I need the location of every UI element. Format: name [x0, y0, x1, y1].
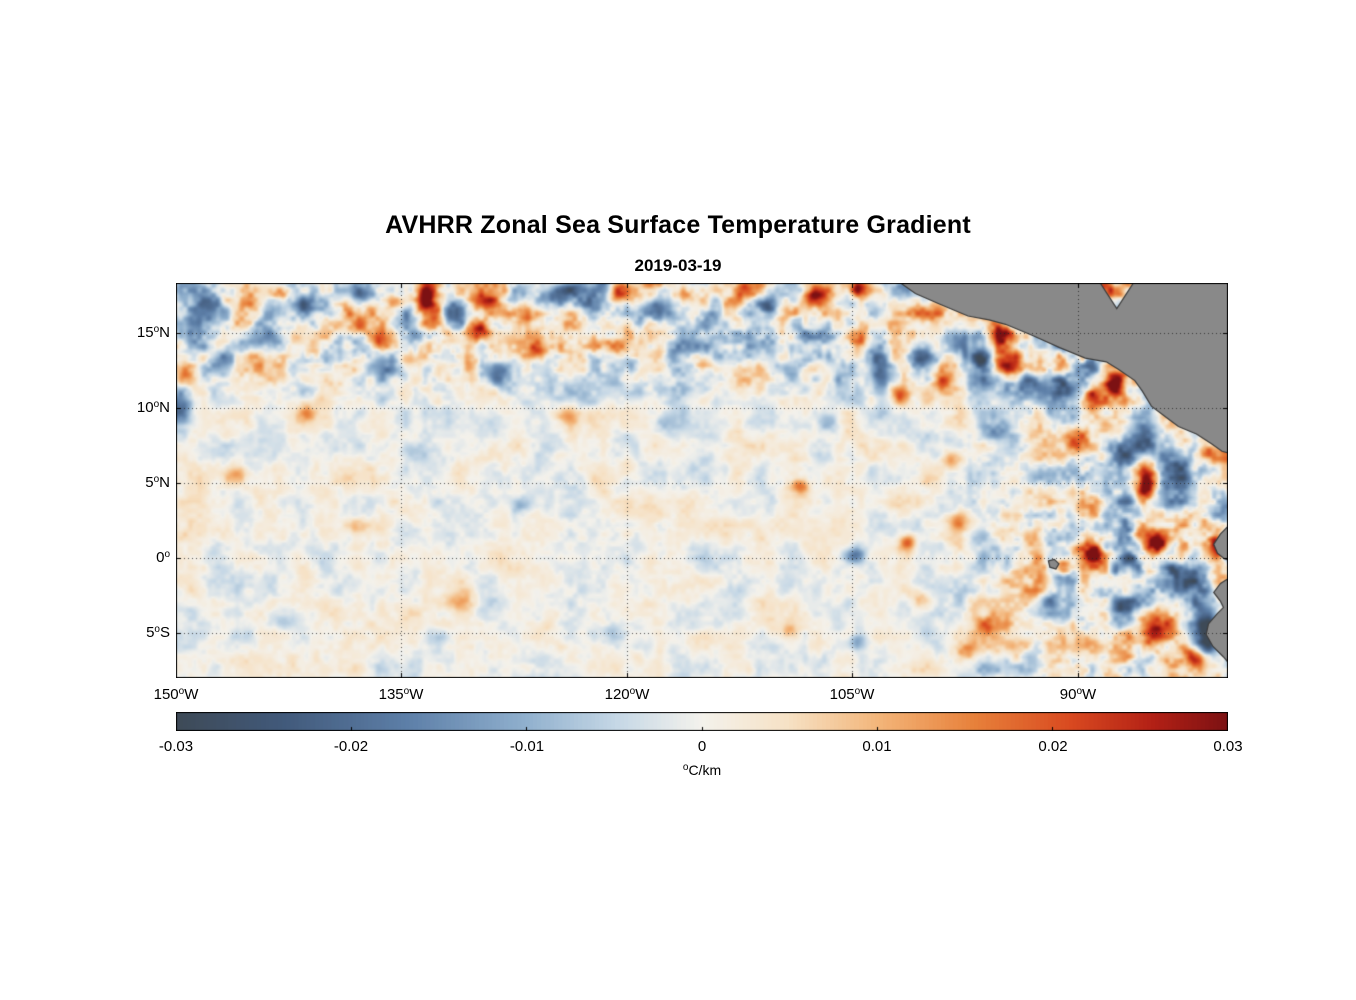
- x-tick-90w: 90oW: [1033, 686, 1123, 703]
- degree-superscript: o: [854, 686, 861, 697]
- tick-value: 135: [378, 686, 404, 703]
- tick-value: 5: [145, 474, 154, 491]
- degree-superscript: o: [164, 549, 170, 560]
- x-tick-150w: 150oW: [131, 686, 221, 703]
- degree-superscript: o: [403, 686, 410, 697]
- y-tick-5s: 5oS: [82, 623, 170, 643]
- colorbar-unit-label: oC/km: [602, 762, 802, 778]
- tick-direction: W: [184, 686, 199, 703]
- colorbar-tick-neg0-03: -0.03: [158, 738, 194, 755]
- colorbar-tick-0-02: 0.02: [1038, 738, 1068, 755]
- tick-value: 150: [153, 686, 179, 703]
- tick-value: 5: [146, 624, 155, 641]
- degree-superscript: o: [1076, 686, 1083, 697]
- tick-value: 120: [604, 686, 630, 703]
- tick-value: 105: [829, 686, 855, 703]
- tick-direction: W: [1082, 686, 1097, 703]
- colorbar-tick-0-03: 0.03: [1213, 738, 1243, 755]
- tick-direction: N: [159, 399, 170, 416]
- colorbar-tick-neg0-01: -0.01: [509, 738, 545, 755]
- y-tick-15n: 15oN: [82, 323, 170, 343]
- tick-value: 0: [156, 549, 165, 566]
- colorbar-canvas: [176, 712, 1228, 731]
- tick-direction: N: [159, 474, 170, 491]
- tick-direction: W: [409, 686, 424, 703]
- x-tick-105w: 105oW: [807, 686, 897, 703]
- colorbar-tick-0-01: 0.01: [862, 738, 892, 755]
- tick-value: 90: [1059, 686, 1077, 703]
- map-plot-area: [176, 283, 1228, 678]
- colorbar-tick-neg0-02: -0.02: [333, 738, 369, 755]
- tick-direction: N: [159, 324, 170, 341]
- y-tick-5n: 5oN: [82, 473, 170, 493]
- x-tick-135w: 135oW: [356, 686, 446, 703]
- y-tick-0: 0o: [82, 548, 170, 568]
- tick-direction: S: [159, 624, 170, 641]
- y-tick-10n: 10oN: [82, 398, 170, 418]
- tick-value: 10: [136, 399, 154, 416]
- chart-date: 2019-03-19: [634, 256, 722, 275]
- tick-value: 15: [136, 324, 154, 341]
- colorbar-tick-0: 0: [697, 738, 707, 755]
- degree-superscript: o: [629, 686, 636, 697]
- degree-superscript: o: [153, 474, 160, 485]
- degree-superscript: o: [153, 324, 160, 335]
- degree-superscript: o: [682, 762, 689, 773]
- tick-direction: W: [635, 686, 650, 703]
- degree-superscript: o: [154, 624, 160, 635]
- chart-title: AVHRR Zonal Sea Surface Temperature Grad…: [385, 211, 971, 239]
- sst-gradient-map-canvas: [176, 283, 1228, 678]
- x-tick-120w: 120oW: [582, 686, 672, 703]
- unit-text: C/km: [688, 762, 722, 778]
- degree-superscript: o: [153, 399, 160, 410]
- tick-direction: W: [860, 686, 875, 703]
- degree-superscript: o: [178, 686, 185, 697]
